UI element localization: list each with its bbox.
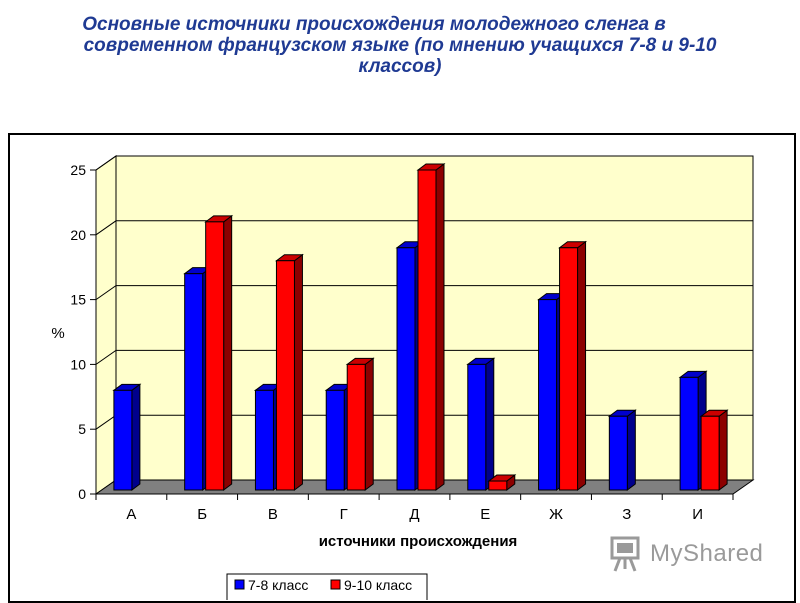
bar <box>112 383 142 491</box>
x-tick-label: Г <box>340 506 348 523</box>
title-line-3: классов) <box>358 56 442 77</box>
x-tick-label: Е <box>480 506 490 523</box>
gridline <box>95 155 753 171</box>
bar-front <box>417 169 437 491</box>
legend-box <box>226 573 428 600</box>
bar-front <box>538 299 558 491</box>
y-axis: 0 5 10 15 20 25 <box>70 162 97 502</box>
bar-side <box>131 383 141 491</box>
x-tick-label: И <box>692 506 703 523</box>
bar <box>699 409 729 491</box>
y-tick-label: 15 <box>70 292 86 308</box>
gridline <box>95 285 753 301</box>
gridline <box>95 220 753 236</box>
x-tick-label: З <box>622 506 631 523</box>
bar-front <box>184 273 204 491</box>
side-wall <box>95 155 117 495</box>
x-axis-label: источники происхождения <box>319 533 518 550</box>
chart-title: Основные источники происхождения молодеж… <box>0 14 800 77</box>
bar-side <box>485 357 495 491</box>
bar-front <box>488 480 508 491</box>
x-tick-label: В <box>268 506 278 523</box>
y-axis-label: % <box>51 325 64 342</box>
bar-front <box>679 376 699 491</box>
x-axis: А Б В Г Д Е Ж З И <box>95 493 734 523</box>
bar <box>607 409 637 491</box>
y-tick-label: 10 <box>70 356 86 372</box>
watermark: MyShared <box>608 535 768 575</box>
presentation-board-icon <box>610 536 640 572</box>
bar-side <box>435 163 445 491</box>
bar-front <box>113 389 133 491</box>
bar-front <box>205 221 225 491</box>
bar-front <box>467 363 487 491</box>
y-tick-label: 5 <box>78 421 86 437</box>
x-tick-label: А <box>126 506 136 523</box>
legend-label: 9-10 класс <box>344 577 412 593</box>
x-tick-label: Д <box>409 506 419 523</box>
x-tick-label: Б <box>197 506 207 523</box>
watermark-text: MyShared <box>650 540 764 567</box>
bar <box>416 163 446 491</box>
bar-side <box>223 214 233 491</box>
bars <box>112 163 729 491</box>
legend: 7-8 класс 9-10 класс <box>226 573 428 600</box>
gridlines <box>95 155 753 430</box>
y-tick-label: 20 <box>70 227 86 243</box>
bar-front <box>325 389 345 491</box>
bar-front <box>275 260 295 491</box>
bar-front <box>396 247 416 491</box>
title-line-2: современном французском языке (по мнению… <box>83 35 717 56</box>
bar-side <box>364 357 374 491</box>
bar-front <box>559 247 579 491</box>
bar <box>274 253 304 491</box>
bar-front <box>700 415 720 491</box>
bar <box>204 214 234 491</box>
legend-label: 7-8 класс <box>248 577 308 593</box>
bar <box>466 357 496 491</box>
title-line-1: Основные источники происхождения молодеж… <box>82 14 666 35</box>
bar <box>487 474 517 491</box>
bar-side <box>577 240 587 491</box>
y-tick-label: 25 <box>70 162 86 178</box>
bar <box>345 357 375 491</box>
bar-side <box>626 409 636 491</box>
bar-front <box>254 389 274 491</box>
legend-swatch <box>234 579 245 590</box>
bar <box>558 240 588 491</box>
y-tick-label: 0 <box>78 486 86 502</box>
bar-front <box>608 415 628 491</box>
bar-front <box>346 363 366 491</box>
bar-side <box>293 253 303 491</box>
x-tick-label: Ж <box>549 506 563 523</box>
bar-side <box>718 409 728 491</box>
legend-swatch <box>330 579 341 590</box>
